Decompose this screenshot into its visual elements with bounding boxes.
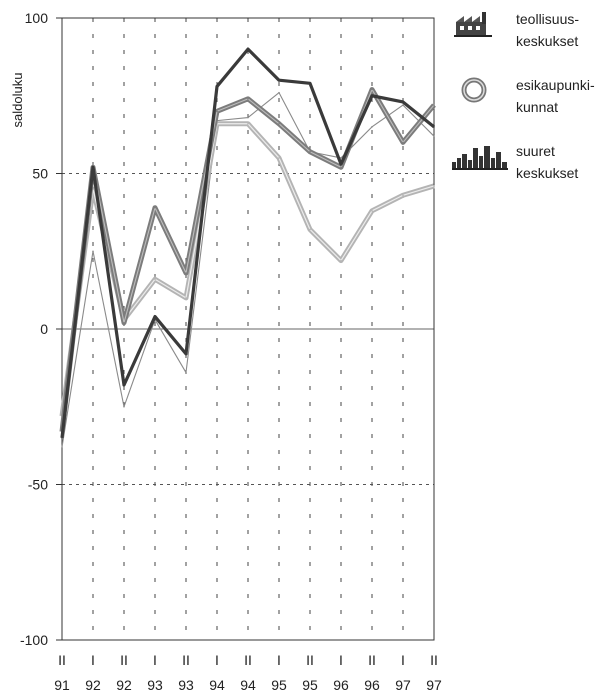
data-point: [123, 405, 125, 408]
legend-label-line: teollisuus-: [516, 11, 580, 27]
x-tick-label-year: 96: [333, 677, 349, 693]
legend-label-line: keskukset: [516, 165, 579, 181]
x-tick-label-year: 96: [364, 677, 380, 693]
ring-icon: [461, 77, 487, 103]
y-tick-label: 100: [25, 10, 49, 26]
x-tick-label-period: II: [430, 652, 438, 668]
data-point: [433, 104, 435, 106]
data-point: [92, 250, 94, 253]
data-point: [247, 98, 249, 100]
data-point: [278, 157, 280, 159]
data-point: [340, 163, 342, 165]
data-point: [433, 185, 435, 187]
data-point: [433, 135, 435, 137]
data-point: [61, 437, 63, 439]
series-layer: [59, 47, 436, 448]
legend-label-line: keskukset: [516, 33, 579, 49]
data-point: [402, 101, 404, 103]
x-tick-label-year: 92: [85, 677, 101, 693]
data-point: [371, 88, 373, 91]
legend-label-line: suuret: [516, 143, 555, 159]
factory-icon: [454, 12, 492, 37]
y-tick-label: 0: [40, 321, 48, 337]
data-point: [402, 104, 404, 106]
x-tick-label-period: II: [368, 652, 376, 668]
series-line: [61, 92, 435, 448]
data-point: [123, 321, 125, 324]
data-point: [247, 122, 249, 125]
data-point: [247, 48, 249, 50]
axes: [56, 17, 435, 641]
data-point: [309, 150, 311, 153]
grid: [61, 18, 435, 640]
data-point: [185, 272, 187, 274]
data-point: [371, 94, 373, 97]
x-tick-label-year: 94: [240, 677, 256, 693]
x-tick-label-year: 93: [178, 677, 194, 693]
y-axis-label: saldoluku: [10, 73, 25, 128]
legend-item-esikaupunkikunnat: esikaupunki- kunnat: [452, 74, 602, 140]
data-point: [185, 353, 187, 355]
y-tick-label: -50: [28, 477, 48, 493]
x-tick-label-period: II: [306, 652, 314, 668]
data-point: [216, 110, 218, 113]
x-tick-label-year: 93: [147, 677, 163, 693]
x-tick-label-period: I: [153, 652, 157, 668]
data-point: [278, 79, 280, 81]
data-point: [433, 126, 435, 128]
legend-label-line: kunnat: [516, 99, 559, 115]
y-tick-label: -100: [20, 632, 48, 648]
data-point: [340, 166, 342, 169]
x-tick-label-period: II: [58, 652, 66, 668]
data-point: [154, 315, 156, 318]
city-skyline-icon: [452, 146, 508, 170]
data-point: [402, 194, 404, 197]
data-point: [185, 297, 187, 299]
data-point: [154, 206, 156, 209]
data-point: [247, 116, 249, 119]
x-tick-label-period: II: [244, 652, 252, 668]
x-tick-label-period: I: [215, 652, 219, 668]
data-point: [216, 85, 218, 88]
data-point: [92, 166, 94, 169]
y-tick-label: 50: [32, 166, 48, 182]
legend-label-line: esikaupunki-: [516, 77, 595, 93]
data-point: [278, 122, 280, 125]
data-point: [371, 210, 373, 212]
data-point: [278, 91, 280, 94]
data-point: [61, 446, 63, 448]
x-tick-label-period: II: [182, 652, 190, 668]
legend-item-teollisuuskeskukset: teollisuus- keskukset: [452, 8, 602, 74]
legend-label: teollisuus- keskukset: [516, 8, 579, 52]
data-point: [309, 82, 311, 85]
data-point: [340, 259, 342, 262]
x-tick-label-period: II: [120, 652, 128, 668]
legend-label: suuret keskukset: [516, 140, 578, 184]
legend-item-suuret-keskukset: suuret keskukset: [452, 140, 602, 206]
data-point: [309, 228, 311, 231]
x-tick-label-year: 95: [271, 677, 287, 693]
data-point: [340, 157, 342, 159]
legend-label: esikaupunki- kunnat: [516, 74, 595, 118]
data-point: [371, 126, 373, 128]
data-point: [185, 371, 187, 374]
data-point: [154, 278, 156, 281]
legend: teollisuus- keskukset esikaupunki- kunna…: [452, 8, 602, 206]
x-tick-label-year: 97: [395, 677, 411, 693]
x-tick-label-period: I: [91, 652, 95, 668]
x-tick-label-year: 97: [426, 677, 442, 693]
x-tick-label-year: 94: [209, 677, 225, 693]
x-tick-label-year: 95: [302, 677, 318, 693]
x-tick-label-period: I: [277, 652, 281, 668]
x-tick-label-year: 92: [116, 677, 132, 693]
data-point: [402, 141, 404, 144]
x-tick-label-period: I: [401, 652, 405, 668]
data-point: [123, 384, 125, 386]
tick-labels: -100-50050100II91I92II92I93II93I94II94I9…: [20, 10, 442, 693]
x-tick-label-period: I: [339, 652, 343, 668]
x-tick-label-year: 91: [54, 677, 70, 693]
